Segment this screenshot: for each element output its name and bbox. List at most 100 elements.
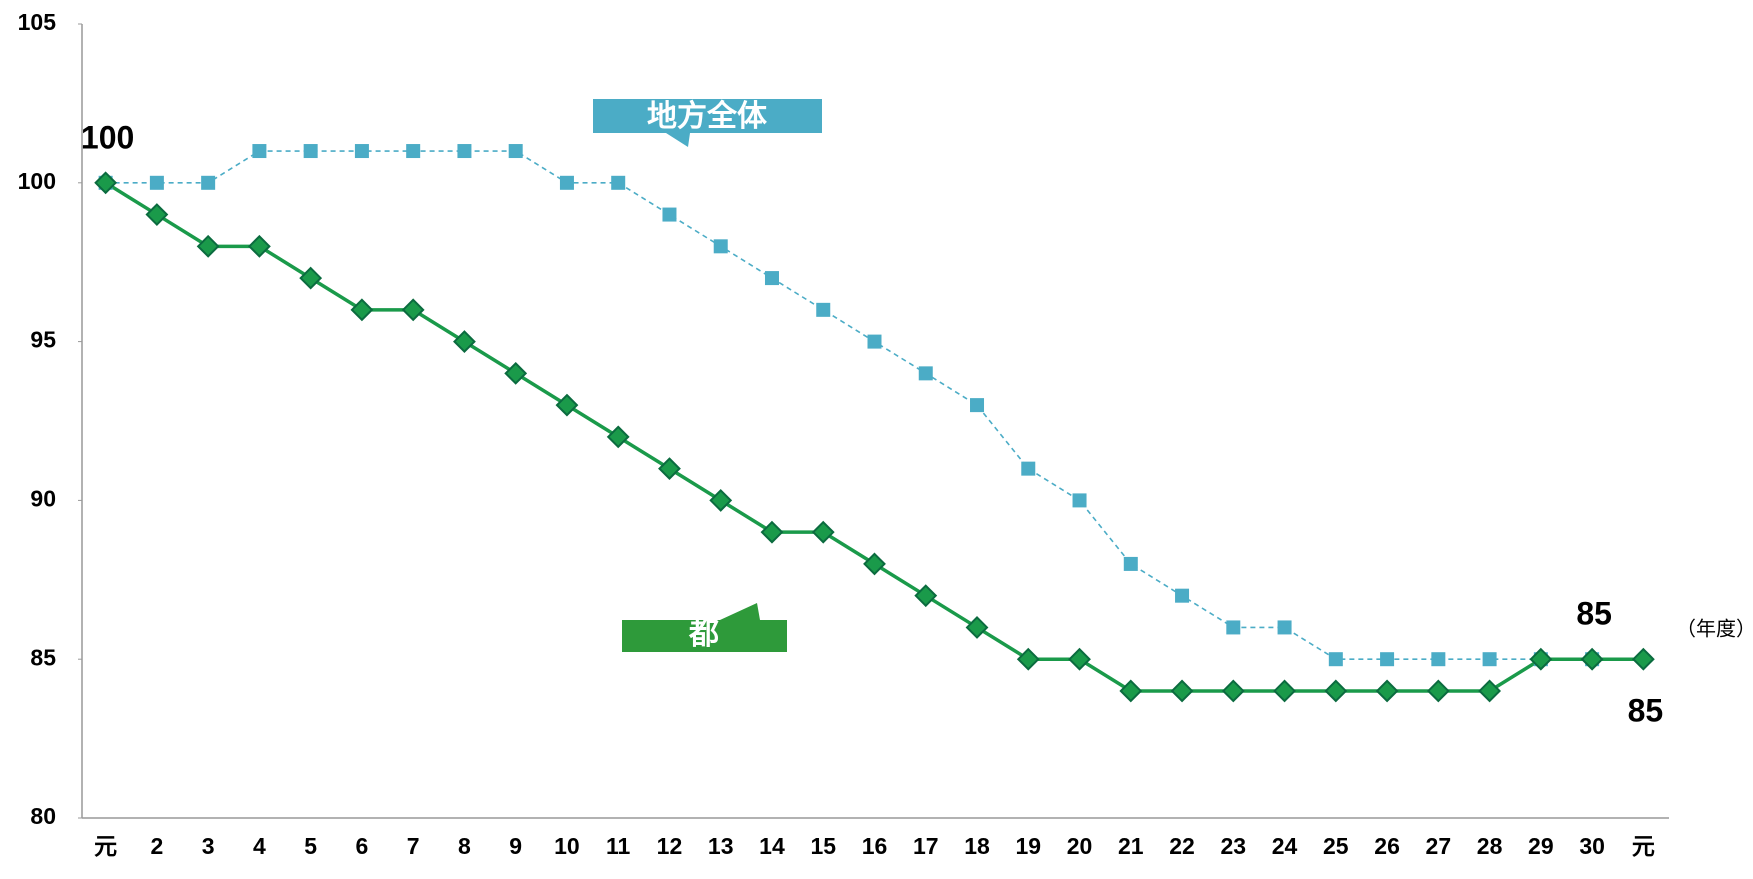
marker <box>1170 679 1194 703</box>
x-tick-label: 16 <box>862 833 888 859</box>
marker <box>350 298 374 322</box>
marker <box>504 361 528 385</box>
legend-label: 都 <box>688 618 719 651</box>
marker <box>1426 679 1450 703</box>
x-tick-label: 30 <box>1579 833 1605 859</box>
marker <box>713 239 728 254</box>
marker <box>252 144 267 159</box>
marker <box>201 175 216 190</box>
marker <box>863 552 886 576</box>
x-tick-label: 9 <box>509 833 522 859</box>
marker <box>1324 679 1348 703</box>
marker <box>760 520 784 544</box>
marker <box>1068 647 1091 671</box>
marker <box>1123 556 1138 571</box>
x-tick-label: 15 <box>810 833 836 859</box>
marker <box>1478 679 1502 703</box>
marker <box>764 271 779 286</box>
x-tick-label: 29 <box>1528 833 1554 859</box>
marker <box>149 175 164 190</box>
marker <box>1529 647 1553 671</box>
x-tick-label: 7 <box>407 833 420 859</box>
y-tick-label: 80 <box>30 803 56 829</box>
x-tick-label: 19 <box>1015 833 1041 859</box>
x-tick-label: 13 <box>708 833 734 859</box>
marker <box>709 488 733 512</box>
x-tick-label: 20 <box>1067 833 1093 859</box>
x-tick-label: 27 <box>1426 833 1452 859</box>
marker <box>811 520 835 544</box>
marker <box>354 144 369 159</box>
marker <box>559 175 574 190</box>
x-tick-label: 11 <box>606 833 631 859</box>
marker <box>965 616 989 639</box>
marker <box>1380 652 1395 667</box>
marker <box>457 144 472 159</box>
marker <box>1375 679 1399 703</box>
x-axis-label: （年度） <box>1676 617 1753 640</box>
marker <box>606 425 630 449</box>
marker <box>1221 679 1245 703</box>
marker <box>145 203 169 226</box>
x-tick-label: 25 <box>1323 833 1349 859</box>
x-tick-label: 元 <box>1632 833 1655 859</box>
marker <box>1431 652 1446 667</box>
series-line <box>105 150 1593 660</box>
marker <box>1175 588 1190 603</box>
marker <box>1631 647 1655 671</box>
x-tick-label: 24 <box>1272 833 1298 859</box>
marker <box>1328 652 1343 667</box>
x-tick-label: 2 <box>150 833 163 859</box>
y-tick-label: 100 <box>18 168 56 194</box>
x-tick-label: 21 <box>1118 833 1144 859</box>
value-label: 85 <box>1628 693 1664 729</box>
marker <box>970 398 985 413</box>
series-line <box>104 181 1644 693</box>
marker <box>1072 493 1087 508</box>
callout-tokyo: 都 <box>622 603 787 652</box>
marker <box>247 234 271 258</box>
marker <box>555 393 579 417</box>
marker <box>658 457 681 481</box>
x-tick-label: 17 <box>913 833 939 859</box>
marker <box>867 334 882 349</box>
marker <box>303 144 318 159</box>
x-tick-label: 26 <box>1374 833 1400 859</box>
marker <box>1021 461 1036 476</box>
marker <box>914 584 938 608</box>
y-tick-label: 85 <box>30 644 56 670</box>
marker <box>1277 620 1292 635</box>
marker <box>918 366 933 381</box>
y-tick-label: 90 <box>30 485 56 511</box>
x-tick-label: 4 <box>253 833 266 859</box>
marker <box>196 234 220 258</box>
y-tick-label: 95 <box>30 327 56 353</box>
marker <box>1119 679 1143 703</box>
marker <box>1016 647 1040 671</box>
marker <box>611 175 626 190</box>
x-tick-label: 12 <box>657 833 683 859</box>
marker <box>299 266 323 290</box>
x-tick-label: 28 <box>1477 833 1503 859</box>
x-tick-label: 元 <box>94 833 117 859</box>
marker <box>401 298 425 322</box>
value-label: 85 <box>1576 596 1612 632</box>
x-tick-label: 23 <box>1221 833 1247 859</box>
y-tick-label: 105 <box>18 9 57 35</box>
x-tick-label: 22 <box>1169 833 1195 859</box>
marker <box>816 302 831 317</box>
marker <box>1226 620 1241 635</box>
callout-box <box>593 99 822 147</box>
x-tick-label: 6 <box>356 833 369 859</box>
x-tick-label: 3 <box>202 833 215 859</box>
x-tick-label: 8 <box>458 833 471 859</box>
x-tick-label: 5 <box>304 833 317 859</box>
callout-box <box>622 603 787 652</box>
marker <box>1273 679 1296 703</box>
x-tick-label: 14 <box>759 833 785 859</box>
marker <box>406 144 421 159</box>
legend-label: 地方全体 <box>647 99 768 133</box>
x-tick-label: 10 <box>554 833 580 859</box>
marker <box>94 171 118 195</box>
